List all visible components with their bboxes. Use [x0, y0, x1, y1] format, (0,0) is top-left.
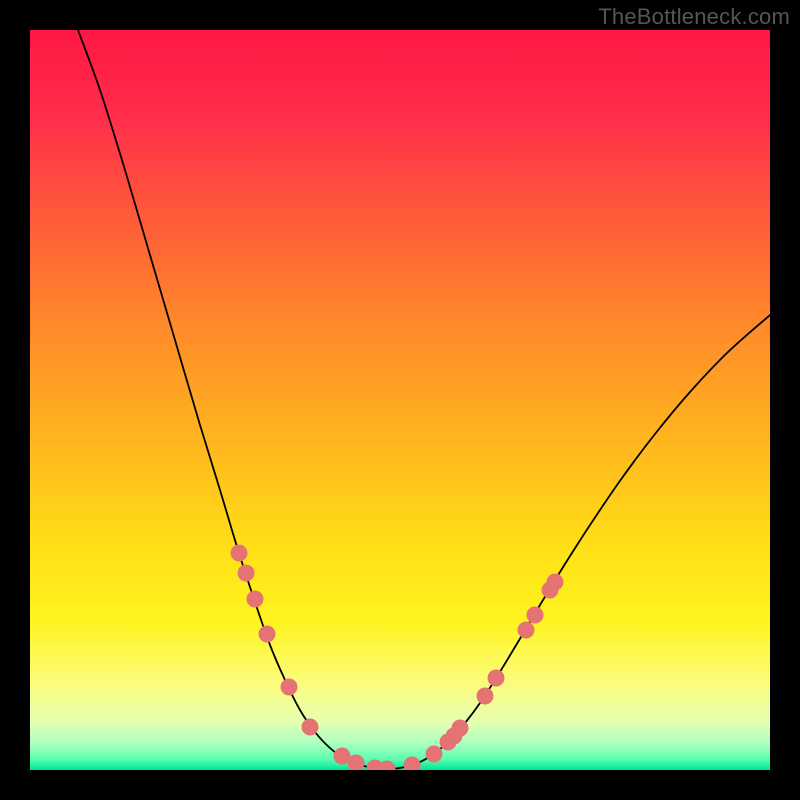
data-marker — [527, 607, 544, 624]
chart-frame: TheBottleneck.com — [0, 0, 800, 800]
plot-area — [30, 30, 770, 770]
data-marker — [231, 545, 248, 562]
data-marker — [426, 746, 443, 763]
data-marker — [259, 626, 276, 643]
data-marker — [547, 574, 564, 591]
data-marker — [247, 591, 264, 608]
data-marker — [452, 720, 469, 737]
data-marker — [238, 565, 255, 582]
data-marker — [488, 670, 505, 687]
plot-svg — [30, 30, 770, 770]
data-marker — [477, 688, 494, 705]
data-marker — [281, 679, 298, 696]
data-marker — [302, 719, 319, 736]
watermark-text: TheBottleneck.com — [598, 4, 790, 30]
gradient-background — [30, 30, 770, 770]
data-marker — [518, 622, 535, 639]
